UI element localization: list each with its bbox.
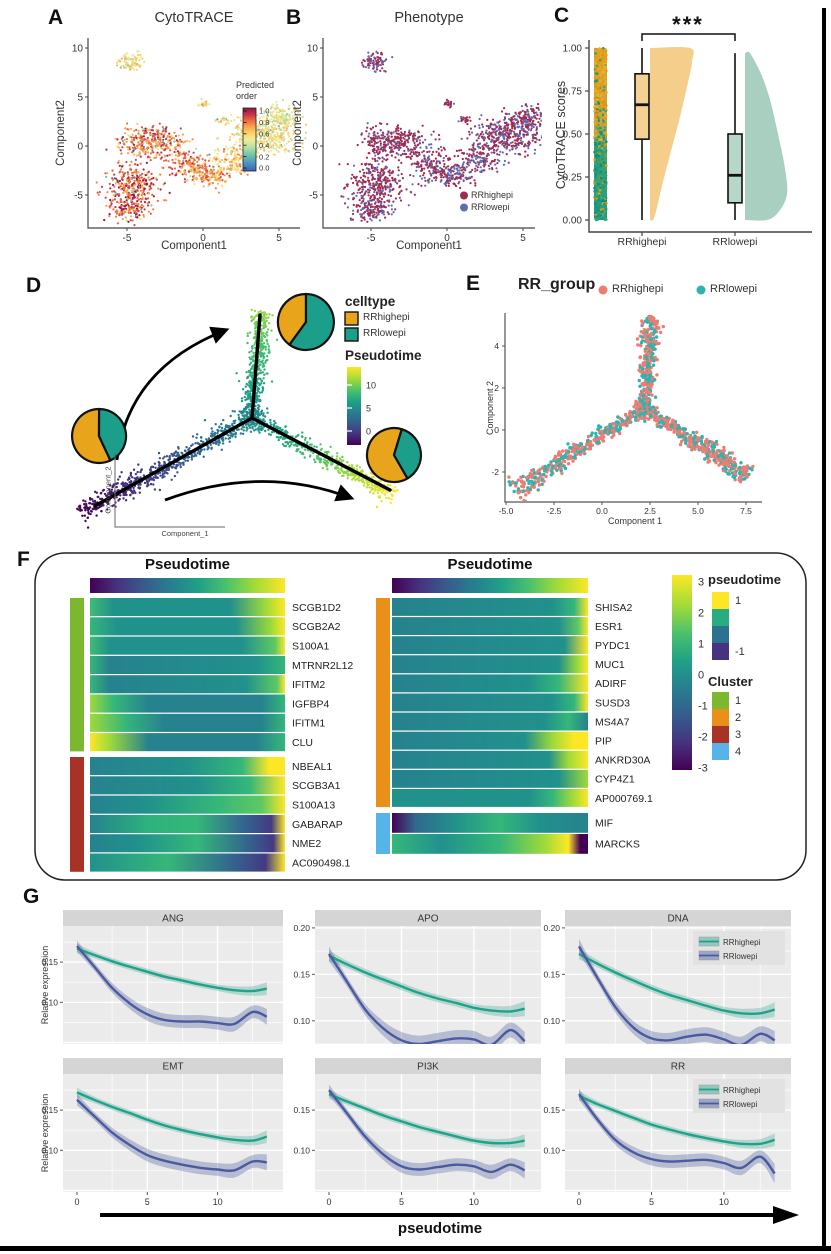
panel-d-xlabel: Component_1: [161, 529, 209, 538]
curves-layer: [328, 1084, 526, 1180]
points-layer: [95, 50, 307, 227]
panel-d-celltype-legend-title: celltype: [345, 294, 396, 309]
panel-d-pseudotime-legend-title: Pseudotime: [345, 348, 422, 363]
panel-e-legend-label-high: RRhighepi: [612, 283, 664, 295]
panel-c-letter: C: [554, 4, 570, 27]
panel-f-letter: F: [17, 548, 30, 571]
curves-layer: [76, 940, 268, 1032]
panel-b-letter: B: [286, 6, 302, 29]
panel-c-category-low: RRlowepi: [712, 236, 758, 248]
svg-text:0.25: 0.25: [563, 173, 583, 184]
svg-text:0.4: 0.4: [259, 141, 269, 150]
svg-text:0.8: 0.8: [259, 118, 269, 127]
panel-d-ylabel: Component_2: [103, 466, 113, 514]
panel-e-ylabel: Component 2: [485, 380, 495, 436]
panel-c-canvas: 1.00 0.75 0.50 0.25 0.00: [563, 33, 812, 236]
svg-text:5: 5: [77, 93, 83, 104]
figure-border-right: [822, 8, 826, 1248]
svg-text:10: 10: [307, 44, 319, 55]
panel-d-celltype-label-high: RRhighepi: [363, 312, 410, 323]
panel-g-canvas: ANG0.150.10APO0.200.150.10DNA0.200.150.1…: [41, 910, 799, 1224]
panel-d: 10 5 0 D celltype RRhighepi RRlowepi Pseud…: [10, 268, 440, 550]
svg-text:0.75: 0.75: [563, 87, 583, 98]
svg-text:-5: -5: [74, 191, 83, 202]
panel-c: 1.00 0.75 0.50 0.25 0.00 C CytoTRACE scores …: [550, 4, 831, 263]
panel-b-xlabel: Component1: [396, 240, 462, 252]
svg-text:0.6: 0.6: [259, 130, 269, 139]
svg-text:0.0: 0.0: [259, 164, 269, 173]
panel-f-left-heatmap-title: Pseudotime: [144, 556, 231, 573]
panel-f-canvas: SCGB1D2SCGB2A2S100A1MTRNR2L12IFITM2IGFBP…: [34, 552, 807, 881]
panel-b-title: Phenotype: [394, 10, 464, 26]
panel-b-legend-label-low: RRlowepi: [471, 202, 510, 212]
points-layer: [507, 314, 755, 501]
svg-text:5: 5: [276, 233, 282, 244]
panel-e-xlabel: Component 1: [607, 516, 663, 526]
svg-text:5: 5: [312, 93, 318, 104]
svg-text:0: 0: [312, 142, 318, 153]
curves-layer: [577, 939, 776, 1044]
panel-f-cluster-legend-title: Cluster: [708, 674, 753, 689]
panel-g-letter: G: [23, 885, 40, 908]
curves-layer: [76, 1087, 268, 1178]
panel-b-ylabel: Component2: [292, 100, 304, 166]
panel-a-colorbar-title-1: Predicted: [236, 80, 275, 90]
curves-layer: [327, 946, 526, 1044]
svg-text:0: 0: [200, 233, 206, 244]
svg-text:0.50: 0.50: [563, 130, 583, 141]
panel-f-right-heatmap-title: Pseudotime: [447, 556, 533, 573]
panel-c-significance: ***: [672, 12, 704, 37]
panel-a-colorbar-title-2: order: [236, 91, 258, 101]
points-layer: [338, 50, 542, 223]
panel-a-xlabel: Component1: [161, 240, 227, 252]
panel-b-canvas: -5 0 5 10 5 0 -5: [307, 38, 542, 244]
panel-d-letter: D: [26, 274, 42, 297]
panel-a: -5 0 5 10 5 0 -5 1.0 0.8 0.6 0.4 0.2 0.0 A CytoTRACE…: [10, 5, 310, 267]
panel-b: -5 0 5 10 5 0 -5 B Phenotype Component1 Compon…: [250, 5, 550, 267]
svg-text:-5: -5: [123, 233, 132, 244]
panel-f-pseudotime-legend-title: pseudotime: [708, 572, 781, 587]
panel-f: SCGB1D2 SCGB2A2 S100A1 MTRNR2L12 IFITM2 IGFBP…: [15, 548, 831, 885]
panel-g-xlabel: pseudotime: [397, 1220, 483, 1237]
svg-text:0: 0: [444, 233, 450, 244]
svg-text:-5: -5: [309, 191, 318, 202]
panel-e-letter: E: [466, 272, 481, 295]
panel-d-celltype-label-low: RRlowepi: [363, 328, 406, 339]
figure-border-bottom: [0, 1246, 831, 1251]
panel-b-legend-label-high: RRhighepi: [471, 190, 514, 200]
panel-a-letter: A: [48, 6, 64, 29]
curves-layer: [578, 1088, 776, 1184]
panel-g: ANG 0.15 0.10 APO 0.20 0.15 0.10 DNA 0.20 0.15 0.1…: [15, 885, 831, 1254]
svg-text:-5: -5: [367, 233, 376, 244]
svg-text:5: 5: [520, 233, 526, 244]
svg-text:0: 0: [77, 142, 83, 153]
panel-e: -5.0 -2.5 0.0 2.5 5.0 7.5 4 2 0 -2 E RR_group RRh…: [440, 268, 831, 550]
svg-text:1.0: 1.0: [259, 107, 269, 116]
svg-text:0.2: 0.2: [259, 152, 269, 161]
panel-c-category-high: RRhighepi: [617, 236, 667, 248]
panel-g-ylabel-row2: Relative expression: [40, 1093, 50, 1173]
panel-a-canvas: -5 0 5 10 5 0 -5 1.0 0.8 0.6 0.4 0.2 0.0: [72, 38, 307, 244]
svg-text:1.00: 1.00: [563, 44, 583, 55]
panel-c-ylabel: CytoTRACE scores: [554, 80, 568, 190]
svg-text:0.00: 0.00: [563, 216, 583, 227]
svg-text:10: 10: [72, 44, 84, 55]
panel-g-ylabel-row1: Relative expression: [40, 945, 50, 1025]
panel-e-legend-label-low: RRlowepi: [710, 283, 758, 295]
panel-a-title: CytoTRACE: [154, 10, 234, 26]
panel-e-legend-title: RR_group: [518, 276, 596, 293]
panel-a-ylabel: Component2: [55, 100, 67, 166]
